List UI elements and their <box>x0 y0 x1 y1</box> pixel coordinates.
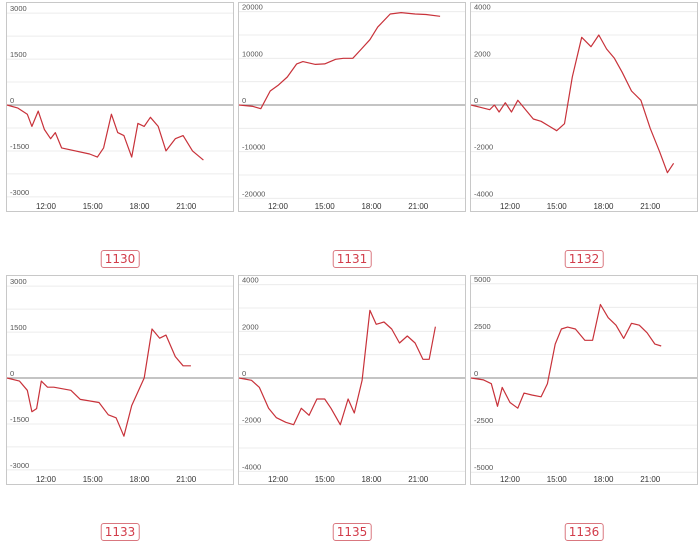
line-chart-1136: 5000 2500 0 -2500 -5000 12:00 15:00 18:00 21:00 <box>470 275 697 484</box>
x-tick-label: 12:00 <box>500 475 521 484</box>
x-tick-label: 15:00 <box>83 202 104 211</box>
y-tick-label: -2500 <box>474 416 493 425</box>
y-tick-label: -3000 <box>10 461 29 470</box>
x-tick-label: 18:00 <box>593 202 614 211</box>
plot-area-1136: 5000 2500 0 -2500 -5000 12:00 15:00 18:00 21:00 <box>470 275 698 485</box>
y-tick-label: 0 <box>474 369 478 378</box>
y-tick-label: -2000 <box>242 416 261 425</box>
series-line <box>238 12 441 110</box>
x-tick-label: 18:00 <box>129 202 150 211</box>
plot-area-1133: 3000 1500 0 -1500 -3000 12:00 15:00 18:00 21:00 <box>6 275 234 485</box>
x-tick-label: 12:00 <box>36 202 57 211</box>
plot-area-1131: 20000 10000 0 -10000 -20000 12:00 15:00 18:00 21… <box>238 2 466 212</box>
y-tick-label: -10000 <box>242 143 265 152</box>
y-tick-label: 4000 <box>474 3 491 12</box>
x-tick-label: 12:00 <box>36 475 57 484</box>
y-tick-label: 0 <box>242 369 246 378</box>
y-tick-label: 4000 <box>242 276 259 285</box>
chart-id-badge-1136[interactable]: 1136 <box>564 523 604 541</box>
y-tick-label: -4000 <box>474 189 493 198</box>
y-tick-label: 3000 <box>10 277 27 286</box>
chart-panel-1132: 4000 2000 0 -2000 -4000 12:00 15:00 18:00 21:00 … <box>470 2 698 272</box>
series-line <box>6 328 191 437</box>
chart-id-badge-1130[interactable]: 1130 <box>100 250 140 268</box>
line-chart-1135: 4000 2000 0 -2000 -4000 12:00 15:00 18:00 21:00 <box>238 276 465 484</box>
y-tick-label: 0 <box>10 96 14 105</box>
x-tick-label: 21:00 <box>640 202 661 211</box>
chart-panel-1133: 3000 1500 0 -1500 -3000 12:00 15:00 18:00 21:00 … <box>6 275 234 545</box>
y-tick-label: -1500 <box>10 142 29 151</box>
chart-id-badge-1135[interactable]: 1135 <box>332 523 372 541</box>
x-tick-label: 12:00 <box>500 202 521 211</box>
plot-area-1130: 3000 1500 0 -1500 -3000 12:00 15:00 18:00 21:00 <box>6 2 234 212</box>
x-tick-label: 15:00 <box>315 202 336 211</box>
y-tick-label: 5000 <box>474 275 491 284</box>
y-tick-label: -5000 <box>474 463 493 472</box>
x-tick-label: 21:00 <box>408 202 429 211</box>
line-chart-1130: 3000 1500 0 -1500 -3000 12:00 15:00 18:00 21:00 <box>6 4 233 211</box>
y-tick-label: 0 <box>242 96 246 105</box>
chart-panel-1136: 5000 2500 0 -2500 -5000 12:00 15:00 18:00 21:00 … <box>470 275 698 545</box>
x-tick-label: 18:00 <box>361 202 382 211</box>
y-tick-label: 1500 <box>10 323 27 332</box>
chart-id-badge-1133[interactable]: 1133 <box>100 523 140 541</box>
plot-area-1132: 4000 2000 0 -2000 -4000 12:00 15:00 18:00 21:00 <box>470 2 698 212</box>
series-line <box>470 303 662 409</box>
x-tick-label: 15:00 <box>83 475 104 484</box>
y-tick-label: -1500 <box>10 415 29 424</box>
y-tick-label: 2000 <box>474 49 491 58</box>
x-tick-label: 12:00 <box>268 475 289 484</box>
chart-panel-1135: 4000 2000 0 -2000 -4000 12:00 15:00 18:00 21:00 … <box>238 275 466 545</box>
plot-area-1135: 4000 2000 0 -2000 -4000 12:00 15:00 18:00 21:00 <box>238 275 466 485</box>
x-tick-label: 15:00 <box>547 475 568 484</box>
series-line <box>6 104 204 161</box>
y-tick-label: 20000 <box>242 3 263 12</box>
x-tick-label: 18:00 <box>593 475 614 484</box>
chart-id-badge-1131[interactable]: 1131 <box>332 250 372 268</box>
series-line <box>238 309 436 426</box>
y-tick-label: 0 <box>10 369 14 378</box>
series-line <box>470 34 675 174</box>
x-tick-label: 12:00 <box>268 202 289 211</box>
y-tick-label: -4000 <box>242 462 261 471</box>
y-tick-label: 0 <box>474 96 478 105</box>
x-tick-label: 18:00 <box>129 475 150 484</box>
x-tick-label: 21:00 <box>640 475 661 484</box>
x-tick-label: 15:00 <box>315 475 336 484</box>
chart-panel-1130: 3000 1500 0 -1500 -3000 12:00 15:00 18:00 21:00 … <box>6 2 234 272</box>
x-tick-label: 18:00 <box>361 475 382 484</box>
x-tick-label: 21:00 <box>176 475 197 484</box>
y-tick-label: -3000 <box>10 188 29 197</box>
x-tick-label: 15:00 <box>547 202 568 211</box>
y-tick-label: -2000 <box>474 143 493 152</box>
x-tick-label: 21:00 <box>176 202 197 211</box>
y-tick-label: 1500 <box>10 50 27 59</box>
chart-panel-1131: 20000 10000 0 -10000 -20000 12:00 15:00 18:00 21… <box>238 2 466 272</box>
chart-id-badge-1132[interactable]: 1132 <box>564 250 604 268</box>
line-chart-1133: 3000 1500 0 -1500 -3000 12:00 15:00 18:00 21:00 <box>6 277 233 484</box>
y-tick-label: 3000 <box>10 4 27 13</box>
y-tick-label: 2500 <box>474 322 491 331</box>
y-tick-label: -20000 <box>242 189 265 198</box>
y-tick-label: 10000 <box>242 49 263 58</box>
y-tick-label: 2000 <box>242 322 259 331</box>
x-tick-label: 21:00 <box>408 475 429 484</box>
line-chart-1132: 4000 2000 0 -2000 -4000 12:00 15:00 18:00 21:00 <box>470 3 697 211</box>
